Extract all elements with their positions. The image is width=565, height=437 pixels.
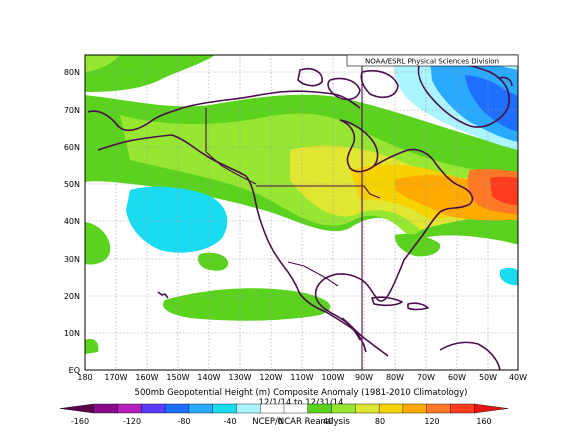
colorbar-tick-label: 160 xyxy=(476,417,491,426)
map-title: 500mb Geopotential Height (m) Composite … xyxy=(135,388,468,398)
colorbar-swatch xyxy=(260,403,285,414)
colorbar-tick-label: -160 xyxy=(71,417,89,426)
positive-subtropical-band xyxy=(162,288,331,321)
lon-label: 150W xyxy=(166,373,189,382)
negative-anomaly-atlantic xyxy=(500,267,518,286)
lat-label: 20N xyxy=(64,292,80,301)
colorbar-swatch xyxy=(117,403,142,414)
colorbar-swatch xyxy=(93,403,119,414)
colorbar-swatch xyxy=(331,403,356,414)
date-range: 12/1/14 to 12/31/14 xyxy=(259,398,344,408)
lat-label: 70N xyxy=(64,106,80,115)
colorbar-swatch xyxy=(402,403,428,414)
lon-label: 60W xyxy=(448,373,466,382)
colorbar-swatch xyxy=(474,403,509,414)
colorbar-swatch xyxy=(212,403,238,414)
lat-label: 40N xyxy=(64,217,80,226)
latitude-labels: 80N 70N 60N 50N 40N 30N 20N 10N EQ xyxy=(64,68,80,375)
lon-label: 120W xyxy=(259,373,282,382)
data-source: NCEP/NCAR Reanalysis xyxy=(252,417,350,427)
lon-label: 50W xyxy=(479,373,497,382)
colorbar xyxy=(59,403,509,414)
coastlines xyxy=(87,58,513,370)
political-borders xyxy=(205,55,381,370)
anomaly-shading xyxy=(85,55,518,354)
positive-anomaly-band-north xyxy=(85,55,215,92)
colorbar-tick-label: 40 xyxy=(323,417,333,426)
colorbar-tick-label: 80 xyxy=(375,417,385,426)
lat-label: 80N xyxy=(64,68,80,77)
colorbar-swatch xyxy=(164,403,190,414)
longitude-labels: 180 170W 160W 150W 140W 130W 120W 110W 1… xyxy=(77,373,527,382)
colorbar-tick-label: -80 xyxy=(177,417,190,426)
lon-label: 140W xyxy=(197,373,220,382)
lat-label: 60N xyxy=(64,143,80,152)
colorbar-swatch xyxy=(450,403,475,414)
lon-label: 130W xyxy=(228,373,251,382)
lat-label: 10N xyxy=(64,329,80,338)
positive-pacific-southwest xyxy=(85,222,111,265)
lat-lon-grid xyxy=(85,55,518,370)
credit-text: NOAA/ESRL Physical Sciences Division xyxy=(365,58,499,66)
lon-label: 160W xyxy=(135,373,158,382)
lon-label: 40W xyxy=(509,373,527,382)
colorbar-swatch xyxy=(236,403,261,414)
lon-label: 80W xyxy=(386,373,404,382)
colorbar-tick-label: -40 xyxy=(223,417,236,426)
lon-label: 90W xyxy=(355,373,373,382)
lon-label: 100W xyxy=(321,373,344,382)
map-frame xyxy=(84,54,519,371)
colorbar-tick-label: 0 xyxy=(277,417,282,426)
colorbar-tick-labels: -160 -120 -80 -40 0 40 80 120 160 xyxy=(71,417,492,426)
colorbar-swatch xyxy=(188,403,214,414)
lon-label: 70W xyxy=(417,373,435,382)
colorbar-swatch xyxy=(307,403,333,414)
colorbar-swatch xyxy=(59,403,94,414)
negative-anomaly-north-pacific xyxy=(126,186,228,253)
lat-label: 30N xyxy=(64,255,80,264)
lon-label: 180 xyxy=(77,373,92,382)
colorbar-tick-label: -120 xyxy=(123,417,141,426)
lon-label: 170W xyxy=(104,373,127,382)
lon-label: 110W xyxy=(290,373,313,382)
lat-label: 50N xyxy=(64,180,80,189)
colorbar-tick-label: 120 xyxy=(424,417,439,426)
colorbar-swatch xyxy=(426,403,452,414)
credit-label: NOAA/ESRL Physical Sciences Division xyxy=(346,54,519,67)
colorbar-swatch xyxy=(355,403,380,414)
colorbar-swatch xyxy=(141,403,166,414)
colorbar-swatch xyxy=(378,403,404,414)
colorbar-swatch xyxy=(283,403,309,414)
lat-label: EQ xyxy=(69,366,80,375)
